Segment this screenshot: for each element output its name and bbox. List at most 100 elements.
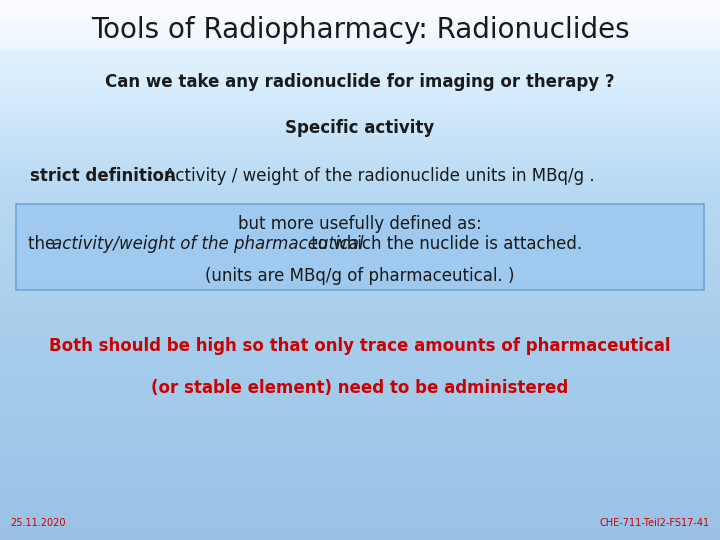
Bar <box>0 43 720 46</box>
Bar <box>0 265 720 267</box>
Bar <box>0 459 720 462</box>
Bar <box>0 335 720 338</box>
Bar <box>0 373 720 375</box>
Bar <box>0 27 720 30</box>
Bar <box>0 30 720 32</box>
Bar <box>0 508 720 510</box>
Bar <box>0 132 720 135</box>
Bar <box>0 170 720 173</box>
Bar <box>0 526 720 529</box>
Bar <box>0 108 720 111</box>
Bar <box>0 3 720 5</box>
Bar <box>0 284 720 286</box>
Bar <box>0 248 720 251</box>
Bar <box>0 405 720 408</box>
Bar <box>0 537 720 540</box>
Bar <box>0 208 720 211</box>
Bar <box>0 122 720 124</box>
Bar <box>0 78 720 81</box>
Text: the: the <box>28 235 60 253</box>
Bar <box>0 73 720 76</box>
Bar <box>0 348 720 351</box>
Bar <box>0 81 720 84</box>
Bar <box>0 186 720 189</box>
Bar <box>0 111 720 113</box>
Bar <box>0 494 720 497</box>
Bar <box>0 310 720 313</box>
Bar <box>0 219 720 221</box>
Bar <box>0 362 720 364</box>
Bar <box>0 432 720 435</box>
Bar <box>0 68 720 70</box>
Bar <box>0 19 720 22</box>
Bar <box>0 354 720 356</box>
Bar <box>0 0 720 3</box>
Bar <box>0 302 720 305</box>
Bar <box>0 213 720 216</box>
Bar <box>0 127 720 130</box>
Bar <box>0 340 720 343</box>
Bar <box>0 205 720 208</box>
Bar <box>0 535 720 537</box>
Bar <box>0 262 720 265</box>
Bar <box>0 356 720 359</box>
Bar <box>0 251 720 254</box>
Bar <box>0 192 720 194</box>
Bar <box>0 116 720 119</box>
Bar <box>0 200 720 202</box>
Bar <box>0 275 720 278</box>
Bar <box>0 451 720 454</box>
Bar <box>0 435 720 437</box>
Bar <box>0 483 720 486</box>
Bar <box>0 443 720 445</box>
Bar <box>0 462 720 464</box>
Bar <box>0 521 720 524</box>
Bar <box>0 14 720 16</box>
Bar <box>0 383 720 386</box>
Bar <box>0 324 720 327</box>
Text: activity/weight of the pharmaceutical: activity/weight of the pharmaceutical <box>52 235 364 253</box>
Bar <box>0 224 720 227</box>
Bar <box>0 38 720 40</box>
Bar <box>0 173 720 176</box>
Bar <box>0 475 720 478</box>
Bar <box>0 470 720 472</box>
Bar <box>0 97 720 100</box>
Bar <box>0 489 720 491</box>
Text: but more usefully defined as:: but more usefully defined as: <box>238 215 482 233</box>
Bar <box>0 397 720 400</box>
Text: to which the nuclide is attached.: to which the nuclide is attached. <box>306 235 582 253</box>
Bar <box>0 456 720 459</box>
Bar <box>0 59 720 62</box>
Bar <box>0 518 720 521</box>
Bar <box>0 281 720 284</box>
Bar <box>0 138 720 140</box>
Bar <box>0 0 720 50</box>
Bar <box>0 316 720 319</box>
Bar <box>0 197 720 200</box>
Bar <box>0 497 720 500</box>
Bar <box>0 51 720 54</box>
Bar <box>0 467 720 470</box>
Bar <box>0 338 720 340</box>
Bar <box>0 408 720 410</box>
Bar <box>0 57 720 59</box>
Bar <box>0 202 720 205</box>
Bar <box>0 86 720 89</box>
Bar <box>0 351 720 354</box>
Bar <box>0 135 720 138</box>
Bar <box>0 392 720 394</box>
Bar <box>0 92 720 94</box>
Bar <box>0 410 720 413</box>
Bar <box>0 162 720 165</box>
Bar <box>0 35 720 38</box>
Text: strict definition: strict definition <box>30 167 176 185</box>
Bar <box>0 230 720 232</box>
Bar <box>0 254 720 256</box>
Text: Specific activity: Specific activity <box>285 119 435 137</box>
Bar <box>0 159 720 162</box>
Bar <box>0 143 720 146</box>
Bar <box>0 267 720 270</box>
Bar <box>0 232 720 235</box>
Bar <box>0 184 720 186</box>
